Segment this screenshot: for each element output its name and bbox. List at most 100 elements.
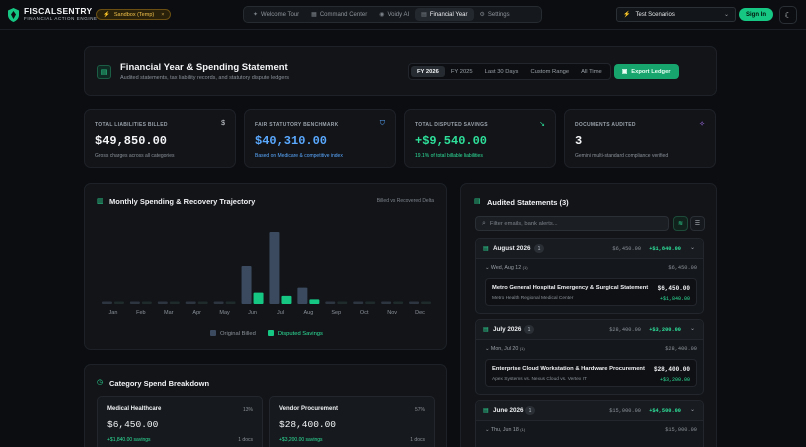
bar-savings-nov[interactable] — [393, 301, 404, 305]
bar-savings-apr[interactable] — [197, 301, 208, 305]
month-amount: $28,400.00 — [609, 327, 641, 333]
export-ledger-button[interactable]: ▣ Export Ledger — [613, 64, 679, 79]
bar-billed-may[interactable] — [213, 301, 224, 305]
stack-view-button[interactable]: ≋ — [673, 216, 688, 231]
stat-value: $49,850.00 — [95, 134, 168, 148]
bar-savings-feb[interactable] — [141, 301, 152, 305]
stat-desc: Gemini multi-standard compliance verifie… — [575, 153, 669, 159]
x-tick-label: Jul — [277, 310, 284, 316]
category-savings: +$1,840.00 savings — [107, 437, 151, 443]
stat-label: DOCUMENTS AUDITED — [575, 122, 636, 128]
bar-billed-nov[interactable] — [381, 301, 392, 305]
category-pct: 57% — [414, 407, 425, 413]
chevron-down-icon: ⌄ — [485, 346, 491, 352]
bar-savings-jan[interactable] — [113, 301, 124, 305]
panel-title: Audited Statements (3) — [487, 198, 569, 207]
month-count: 1 — [524, 325, 534, 334]
statement-item[interactable]: Enterprise Cloud Workstation & Hardware … — [485, 359, 697, 387]
category-value: $6,450.00 — [107, 419, 159, 430]
bar-savings-jun[interactable] — [253, 292, 264, 304]
day-row[interactable]: ⌄ Wed, Aug 12 (1) $6,450.00 — [485, 264, 697, 274]
bar-savings-oct[interactable] — [365, 301, 376, 305]
period-tab-fy2026[interactable]: FY 2026 — [411, 66, 445, 77]
bar-savings-may[interactable] — [225, 301, 236, 305]
x-tick-label: Apr — [192, 310, 201, 316]
statement-vendor: Apex Systems vs. Nexus Cloud vs. Vertex … — [492, 377, 587, 382]
bar-savings-aug[interactable] — [309, 299, 320, 304]
x-tick-label: Dec — [415, 310, 425, 316]
category-card-vendor[interactable]: Vendor Procurement 57% $28,400.00 +$3,20… — [269, 396, 435, 447]
search-field[interactable]: ⌕ — [475, 216, 669, 231]
calendar-icon: ▤ — [483, 327, 489, 333]
category-card-medical[interactable]: Medical Healthcare 13% $6,450.00 +$1,840… — [97, 396, 263, 447]
tab-command-center[interactable]: ▦ Command Center — [305, 8, 373, 21]
bar-savings-mar[interactable] — [169, 301, 180, 305]
period-tabs: FY 2026 FY 2025 Last 30 Days Custom Rang… — [408, 63, 611, 80]
chevron-down-icon[interactable]: ⌄ — [689, 245, 695, 251]
chart-title: Monthly Spending & Recovery Trajectory — [109, 197, 256, 206]
bar-savings-sep[interactable] — [337, 301, 348, 305]
legend-item-savings[interactable]: Disputed Savings — [267, 330, 323, 337]
bar-billed-aug[interactable] — [297, 287, 308, 304]
legend-item-original[interactable]: Original Billed — [210, 330, 256, 337]
period-tab-fy2025[interactable]: FY 2025 — [450, 68, 473, 75]
top-bar: FISCALSENTRY FINANCIAL ACTION ENGINE ⚡ S… — [0, 0, 806, 30]
period-tab-custom-range[interactable]: Custom Range — [530, 68, 570, 75]
tab-settings[interactable]: ⚙ Settings — [474, 8, 516, 21]
list-view-button[interactable]: ☰ — [690, 216, 705, 231]
search-input[interactable] — [489, 220, 660, 227]
close-icon[interactable]: × — [161, 11, 165, 18]
bar-billed-dec[interactable] — [409, 301, 420, 305]
shield-icon: ⛉ — [379, 120, 385, 127]
statement-savings: +$1,840.00 — [659, 296, 690, 302]
statement-header: ▤ Financial Year & Spending Statement Au… — [84, 46, 717, 96]
tab-voidy-ai[interactable]: ◉ Voidy AI — [373, 8, 415, 21]
month-header[interactable]: ▤ August 2026 1 $6,450.00 +$1,840.00 ⌄ — [476, 239, 703, 259]
period-tab-all-time[interactable]: All Time — [581, 68, 602, 75]
sign-in-button[interactable]: Sign In — [739, 8, 773, 21]
calendar-icon: ▤ — [483, 246, 489, 252]
bar-billed-apr[interactable] — [185, 301, 196, 305]
tab-welcome-tour[interactable]: ✦ Welcome Tour — [247, 8, 305, 21]
statement-name: Metro General Hospital Emergency & Surgi… — [492, 285, 649, 291]
period-tab-last-30-days[interactable]: Last 30 Days — [484, 68, 519, 75]
stat-desc: Gross charges across all categories — [95, 153, 175, 159]
bolt-icon: ⚡ — [623, 12, 631, 18]
bar-billed-jul[interactable] — [269, 232, 280, 304]
month-header[interactable]: ▤ June 2026 1 $15,000.00 +$4,500.00 ⌄ — [476, 401, 703, 421]
bar-billed-sep[interactable] — [325, 301, 336, 305]
layers-icon: ≋ — [677, 221, 684, 227]
section-title: Category Spend Breakdown — [109, 379, 210, 388]
chevron-down-icon: ⌄ — [723, 12, 729, 18]
statement-amount: $28,400.00 — [653, 366, 690, 373]
day-row[interactable]: ⌄ Mon, Jul 20 (1) $28,400.00 — [485, 345, 697, 355]
tab-financial-year[interactable]: ▤ Financial Year — [415, 8, 474, 21]
category-name: Medical Healthcare — [107, 406, 162, 412]
page-title: Financial Year & Spending Statement — [120, 62, 288, 73]
month-header[interactable]: ▤ July 2026 1 $28,400.00 +$3,200.00 ⌄ — [476, 320, 703, 340]
bar-billed-oct[interactable] — [353, 301, 364, 305]
statement-savings: +$3,200.00 — [659, 377, 690, 383]
brand[interactable]: FISCALSENTRY FINANCIAL ACTION ENGINE — [8, 7, 98, 22]
scenario-select[interactable]: ⚡ Test Scenarios ⌄ — [616, 7, 736, 22]
tab-label: Welcome Tour — [261, 11, 300, 18]
month-name: August 2026 — [493, 245, 531, 252]
page-subtitle: Audited statements, tax liability record… — [120, 75, 290, 81]
bar-billed-feb[interactable] — [129, 301, 140, 305]
brand-tagline: FINANCIAL ACTION ENGINE — [24, 16, 98, 21]
theme-toggle-moon-icon[interactable]: ☾ — [779, 6, 797, 24]
statement-item[interactable]: Metro General Hospital Emergency & Surgi… — [485, 278, 697, 306]
day-count: (1) — [522, 265, 528, 270]
bar-savings-dec[interactable] — [421, 301, 432, 305]
bar-billed-jun[interactable] — [241, 266, 252, 304]
day-row[interactable]: ⌄ Thu, Jun 18 (1) $15,000.00 — [485, 426, 697, 436]
document-icon: ▣ — [621, 68, 628, 75]
dollar-icon: $ — [221, 120, 225, 127]
chevron-down-icon[interactable]: ⌄ — [689, 326, 695, 332]
bar-billed-mar[interactable] — [157, 301, 168, 305]
chevron-down-icon[interactable]: ⌄ — [689, 407, 695, 413]
sandbox-badge[interactable]: ⚡ Sandbox (Temp) × — [96, 9, 172, 20]
bar-billed-jan[interactable] — [101, 301, 112, 305]
legend-label: Disputed Savings — [277, 331, 323, 337]
bar-savings-jul[interactable] — [281, 295, 292, 304]
